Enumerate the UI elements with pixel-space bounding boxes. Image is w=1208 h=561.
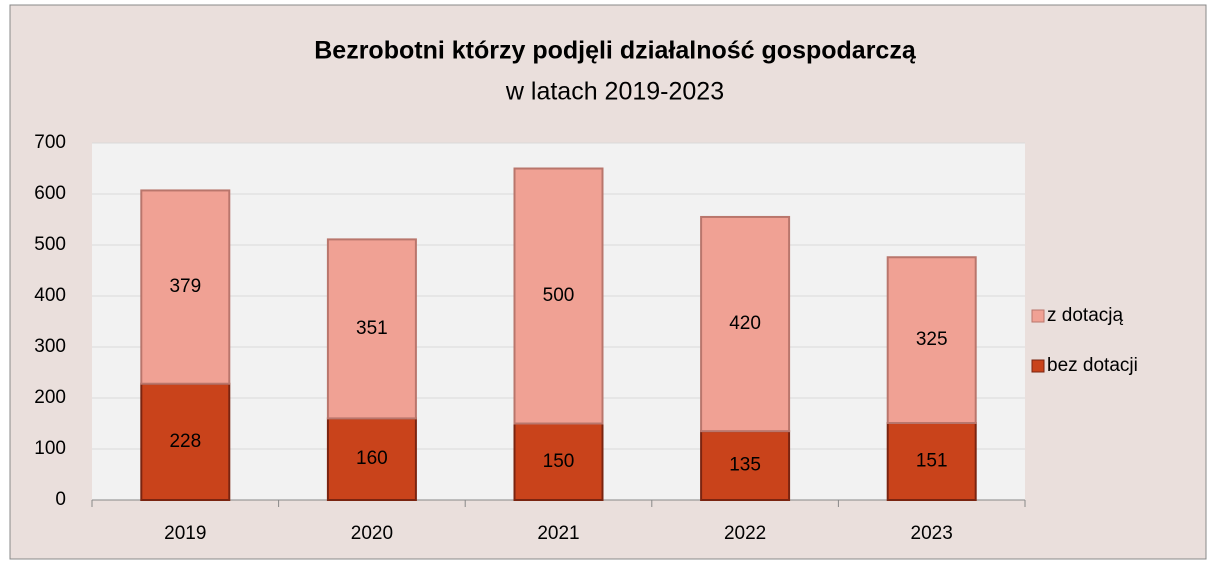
y-tick-label: 400 <box>34 285 66 306</box>
legend-swatch <box>1031 309 1045 323</box>
data-label: 150 <box>543 451 575 472</box>
y-tick-label: 300 <box>34 336 66 357</box>
bar-segment <box>700 215 791 433</box>
data-label: 151 <box>916 451 948 472</box>
legend-label: bez dotacji <box>1047 355 1138 376</box>
data-label: 420 <box>729 313 761 334</box>
y-tick-label: 0 <box>55 489 66 510</box>
bar-segment <box>886 256 977 424</box>
x-tick-label: 2021 <box>537 523 579 544</box>
bar-segment <box>513 167 604 425</box>
data-label: 351 <box>356 318 388 339</box>
bar-segment <box>326 238 417 420</box>
x-tick-label: 2020 <box>351 523 393 544</box>
x-tick-label: 2022 <box>724 523 766 544</box>
data-label: 135 <box>729 455 761 476</box>
data-label: 325 <box>916 329 948 350</box>
data-label: 379 <box>169 276 201 297</box>
bar-segment <box>886 421 977 501</box>
y-tick-label: 600 <box>34 183 66 204</box>
y-tick-label: 100 <box>34 438 66 459</box>
x-tick-label: 2023 <box>911 523 953 544</box>
y-tick-label: 500 <box>34 234 66 255</box>
data-label: 160 <box>356 448 388 469</box>
x-tick-label: 2019 <box>164 523 206 544</box>
data-label: 500 <box>543 285 575 306</box>
legend-label: z dotacją <box>1047 305 1123 326</box>
bar-segment <box>513 422 604 501</box>
y-tick-label: 200 <box>34 387 66 408</box>
legend-swatch <box>1031 359 1045 373</box>
chart-subtitle: w latach 2019-2023 <box>505 78 724 106</box>
bar-segment <box>140 189 231 385</box>
chart-title: Bezrobotni którzy podjęli działalność go… <box>314 37 917 65</box>
data-label: 228 <box>169 431 201 452</box>
y-tick-label: 700 <box>34 132 66 153</box>
